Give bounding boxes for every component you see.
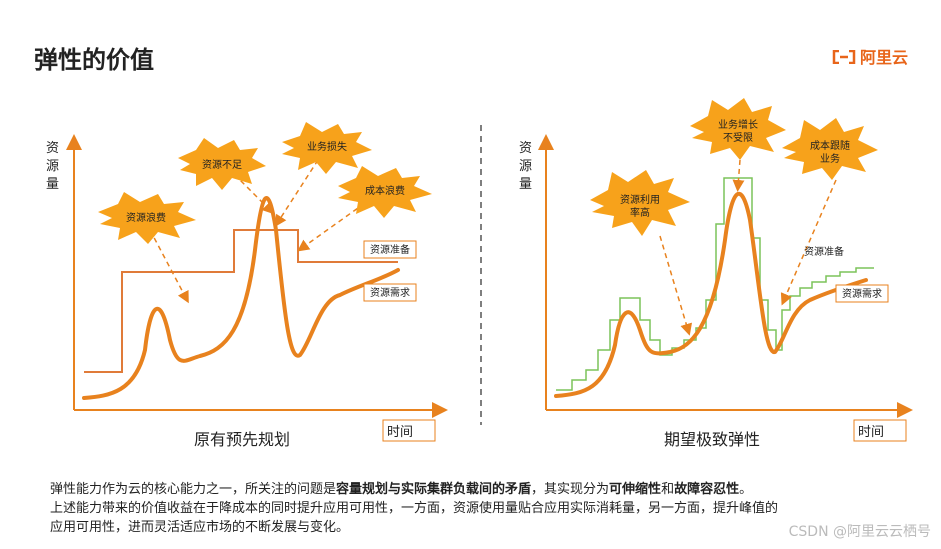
svg-text:业务: 业务 xyxy=(820,152,840,165)
right-pointer-3 xyxy=(780,179,837,306)
left-ylabel-3: 量 xyxy=(46,177,59,192)
right-demand-curve xyxy=(554,191,868,398)
aliyun-logo: 阿里云 xyxy=(832,44,908,68)
description-line-1: 弹性能力作为云的核心能力之一，所关注的问题是容量规划与实际集群负载间的矛盾，其实… xyxy=(50,480,930,499)
left-legend-capacity-box xyxy=(363,240,417,259)
right-legend-capacity: 资源准备 xyxy=(804,245,844,258)
left-ylabel-2: 源 xyxy=(46,159,59,174)
svg-text:率高: 率高 xyxy=(630,206,650,219)
left-xlabel: 时间 xyxy=(387,425,413,440)
right-pointer-1 xyxy=(659,235,693,336)
svg-text:资源浪费: 资源浪费 xyxy=(126,211,166,224)
right-ylabel-3: 量 xyxy=(519,177,532,192)
left-pointer-3 xyxy=(274,159,319,228)
right-caption: 期望极致弹性 xyxy=(664,430,760,449)
left-burst-waste: 资源浪费 xyxy=(98,192,196,244)
svg-text:业务损失: 业务损失 xyxy=(307,140,347,153)
left-burst-cost: 成本浪费 xyxy=(338,166,432,218)
left-ylabel-1: 资 xyxy=(46,141,59,156)
svg-text:不受限: 不受限 xyxy=(723,132,753,144)
right-xlabel-box xyxy=(853,419,907,442)
desc-bold-1: 容量规划与实际集群负载间的矛盾 xyxy=(336,482,532,497)
right-legend-demand-box xyxy=(835,284,889,303)
logo-text: 阿里云 xyxy=(860,48,909,67)
right-ylabel-2: 源 xyxy=(519,159,532,174)
svg-text:资源利用: 资源利用 xyxy=(620,193,660,206)
desc-bold-3: 故障容忍性 xyxy=(674,482,740,497)
left-burst-loss: 业务损失 xyxy=(282,122,372,174)
description-line-3: 应用可用性，进而灵活适应市场的不断发展与变化。 xyxy=(50,520,350,535)
page-title: 弹性的价值 xyxy=(34,46,154,74)
left-xlabel-box xyxy=(382,419,436,442)
left-caption: 原有预先规划 xyxy=(194,430,290,449)
left-demand-curve xyxy=(82,196,400,400)
right-ylabel-1: 资 xyxy=(519,141,532,156)
right-burst-utilization: 资源利用 率高 xyxy=(590,170,690,236)
left-burst-shortage: 资源不足 xyxy=(178,138,266,190)
right-pointer-2 xyxy=(732,159,745,192)
right-chart: 资 源 量 业务增长 不受限 成本跟随 业务 资源利用 率高 资源准备 资 xyxy=(519,98,913,449)
right-burst-growth: 业务增长 不受限 xyxy=(690,98,786,160)
left-legend-capacity: 资源准备 xyxy=(370,243,410,256)
left-chart: 资 源 量 资源不足 业务损失 资源浪费 成本浪费 资源准备 xyxy=(46,122,448,449)
desc-bold-2: 可伸缩性 xyxy=(609,482,662,497)
left-pointer-1 xyxy=(149,229,189,304)
svg-text:成本跟随: 成本跟随 xyxy=(810,139,850,152)
desc-text-2: ，其实现分为 xyxy=(531,482,610,497)
svg-text:资源不足: 资源不足 xyxy=(202,158,242,171)
desc-text-3: 和 xyxy=(661,482,675,497)
left-legend-demand: 资源需求 xyxy=(370,286,410,299)
description: 弹性能力作为云的核心能力之一，所关注的问题是容量规划与实际集群负载间的矛盾，其实… xyxy=(50,480,930,537)
svg-text:业务增长: 业务增长 xyxy=(718,118,758,131)
logo-icon xyxy=(832,49,856,65)
description-line-2: 上述能力带来的价值收益在于降成本的同时提升应用可用性，一方面，资源使用量贴合应用… xyxy=(50,501,779,516)
watermark: CSDN @阿里云云栖号 xyxy=(788,524,931,540)
desc-text-1: 弹性能力作为云的核心能力之一，所关注的问题是 xyxy=(50,482,337,497)
right-xlabel: 时间 xyxy=(858,425,884,440)
left-capacity-step xyxy=(84,229,398,373)
right-burst-cost-follow: 成本跟随 业务 xyxy=(782,118,878,180)
desc-text-4: 。 xyxy=(739,482,753,497)
right-legend-demand: 资源需求 xyxy=(842,287,882,300)
right-capacity-step xyxy=(556,177,874,391)
svg-text:成本浪费: 成本浪费 xyxy=(365,184,405,197)
left-legend-demand-box xyxy=(363,283,417,302)
